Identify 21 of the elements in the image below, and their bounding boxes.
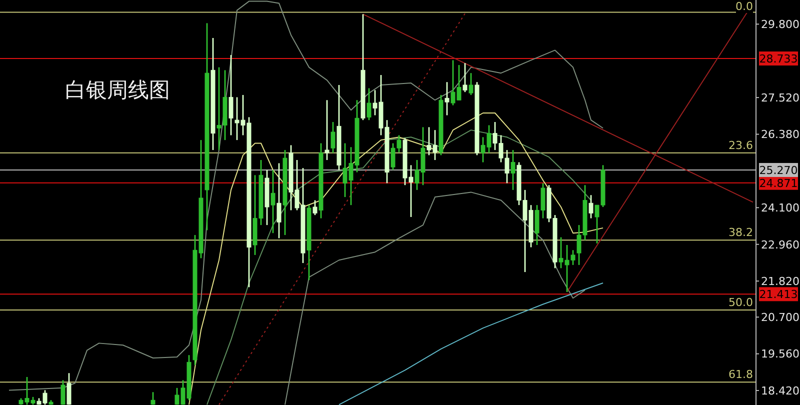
annotation: 23.6 — [728, 138, 753, 152]
y-tick-label: 21.820 — [761, 274, 800, 288]
line-series — [338, 282, 604, 405]
ref-line-label: 24.871 — [759, 176, 798, 190]
y-tick-label: 29.800 — [761, 18, 800, 32]
y-tick-label: 22.960 — [761, 238, 800, 252]
line-series — [284, 192, 586, 405]
annotation: 50.0 — [728, 296, 753, 310]
annotation: 0.0 — [736, 0, 753, 13]
ref-line-label: 21.413 — [759, 288, 798, 302]
ref-line-label: 25.270 — [759, 164, 798, 177]
y-tick-label: 18.420 — [761, 384, 800, 398]
y-tick-label: 20.700 — [761, 311, 800, 324]
y-tick-label: 26.380 — [761, 128, 800, 142]
ref-line-label: 28.733 — [759, 52, 798, 66]
y-tick-label: 19.560 — [761, 348, 800, 361]
annotation: 38.2 — [728, 226, 753, 240]
y-tick-label: 27.520 — [761, 91, 800, 104]
text: 白银周线图 — [65, 77, 170, 104]
y-tick-label: 24.100 — [761, 202, 800, 215]
annotation: 61.8 — [728, 368, 753, 382]
